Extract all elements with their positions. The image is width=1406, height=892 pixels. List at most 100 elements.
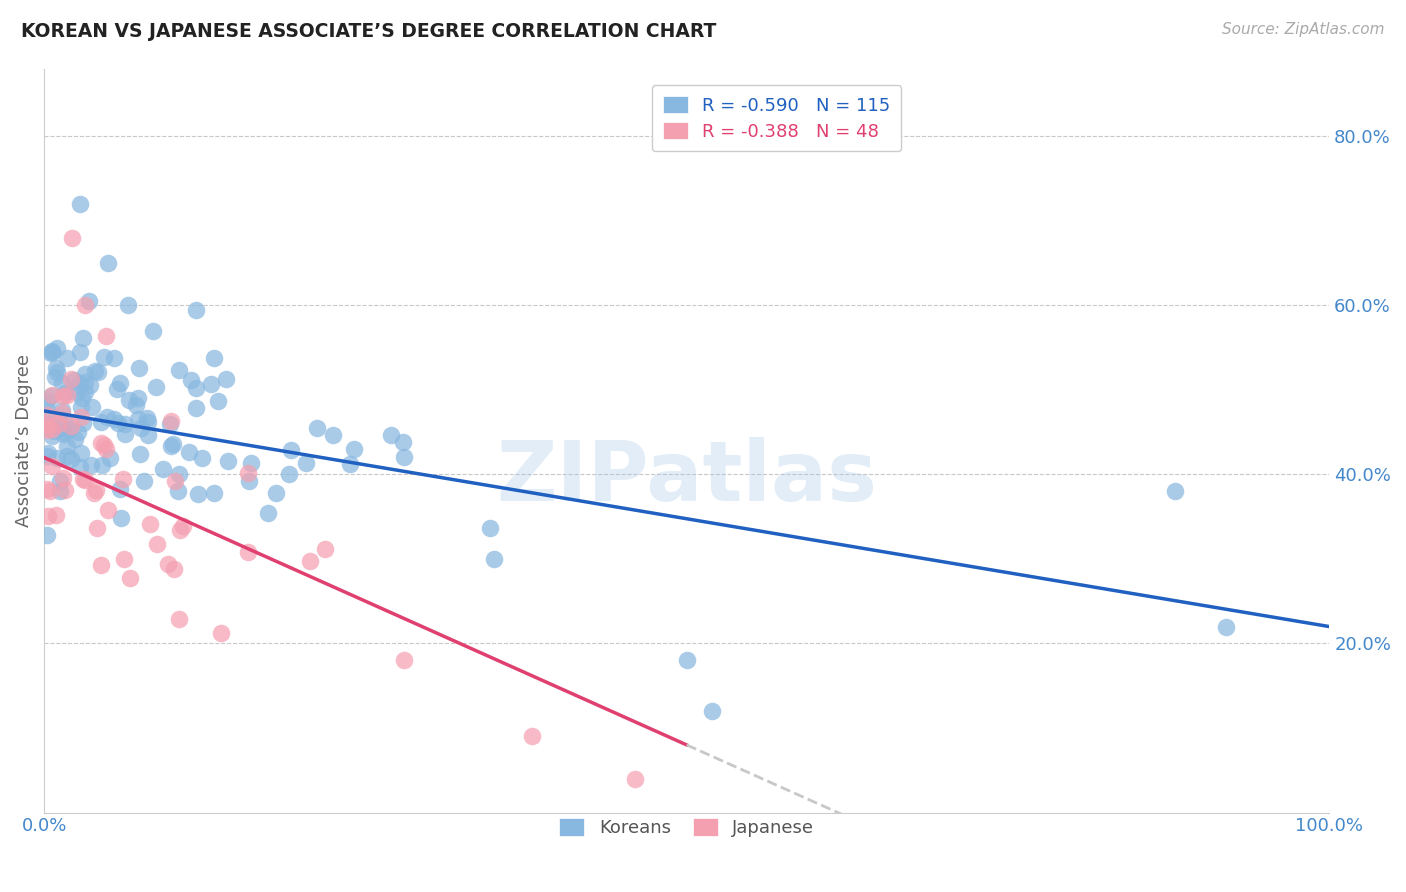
Point <box>163 474 186 488</box>
Point <box>1215 619 1237 633</box>
Point <box>82 401 104 415</box>
Point <box>295 456 318 470</box>
Point <box>70 446 93 460</box>
Point <box>314 542 336 557</box>
Point <box>114 427 136 442</box>
Point <box>624 772 647 786</box>
Point <box>90 416 112 430</box>
Point <box>69 344 91 359</box>
Point <box>129 447 152 461</box>
Point <box>55 388 77 402</box>
Point <box>86 521 108 535</box>
Point <box>159 439 181 453</box>
Point <box>117 298 139 312</box>
Point <box>239 457 262 471</box>
Y-axis label: Associate’s Degree: Associate’s Degree <box>15 354 32 527</box>
Point <box>169 523 191 537</box>
Point <box>339 457 361 471</box>
Point <box>97 256 120 270</box>
Point <box>105 382 128 396</box>
Point <box>184 302 207 317</box>
Point <box>70 401 93 415</box>
Point <box>114 417 136 432</box>
Point <box>59 451 82 466</box>
Point <box>136 410 159 425</box>
Point <box>41 343 63 358</box>
Point <box>136 428 159 442</box>
Point <box>35 408 58 422</box>
Point <box>139 517 162 532</box>
Point <box>112 552 135 566</box>
Point <box>207 394 229 409</box>
Point <box>51 388 73 402</box>
Point <box>60 230 83 244</box>
Point <box>200 377 222 392</box>
Point <box>38 421 60 435</box>
Point <box>110 511 132 525</box>
Point <box>321 428 343 442</box>
Point <box>62 373 84 387</box>
Point <box>94 442 117 457</box>
Point <box>39 417 62 431</box>
Point <box>177 444 200 458</box>
Point <box>103 411 125 425</box>
Point <box>80 458 103 472</box>
Point <box>35 424 58 438</box>
Point <box>39 346 62 360</box>
Point <box>72 331 94 345</box>
Point <box>167 612 190 626</box>
Point <box>482 552 505 566</box>
Point <box>87 365 110 379</box>
Point <box>53 425 76 439</box>
Point <box>160 414 183 428</box>
Point <box>42 424 65 438</box>
Point <box>167 467 190 482</box>
Point <box>264 486 287 500</box>
Point <box>238 474 260 488</box>
Point <box>217 454 239 468</box>
Point <box>167 483 190 498</box>
Point <box>299 554 322 568</box>
Point <box>53 415 76 429</box>
Point <box>51 421 73 435</box>
Point <box>108 376 131 391</box>
Point <box>60 372 83 386</box>
Point <box>138 415 160 429</box>
Point <box>46 341 69 355</box>
Point <box>184 381 207 395</box>
Point <box>111 472 134 486</box>
Point <box>37 508 59 523</box>
Point <box>75 298 97 312</box>
Point <box>392 653 415 667</box>
Point <box>83 486 105 500</box>
Point <box>45 360 67 375</box>
Point <box>236 466 259 480</box>
Point <box>236 545 259 559</box>
Point <box>214 371 236 385</box>
Point <box>66 385 89 400</box>
Point <box>41 344 63 359</box>
Point <box>72 472 94 486</box>
Point <box>157 557 180 571</box>
Point <box>180 373 202 387</box>
Point <box>51 407 73 421</box>
Point <box>522 730 544 744</box>
Point <box>45 508 67 522</box>
Point <box>46 417 69 431</box>
Point <box>73 384 96 399</box>
Point <box>41 458 63 473</box>
Point <box>37 418 59 433</box>
Point <box>39 483 62 498</box>
Point <box>56 351 79 366</box>
Point <box>202 351 225 365</box>
Point <box>39 389 62 403</box>
Point <box>79 293 101 308</box>
Point <box>46 365 69 379</box>
Point <box>394 450 416 464</box>
Point <box>41 388 63 402</box>
Text: Source: ZipAtlas.com: Source: ZipAtlas.com <box>1222 22 1385 37</box>
Point <box>172 519 194 533</box>
Point <box>56 438 79 452</box>
Point <box>152 461 174 475</box>
Point <box>96 329 118 343</box>
